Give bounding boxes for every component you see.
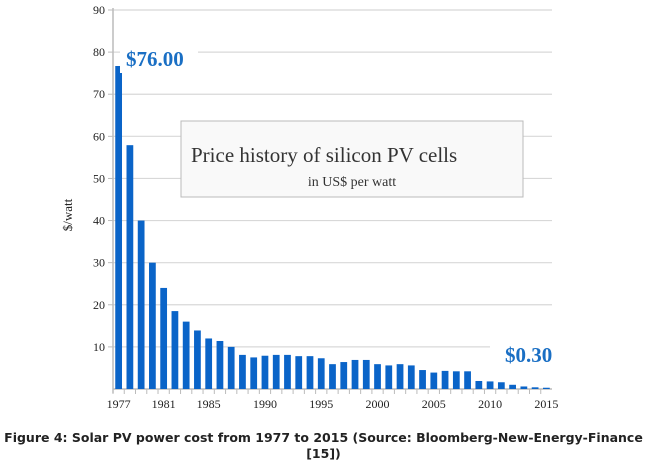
bar xyxy=(227,346,235,389)
bar xyxy=(362,359,370,389)
bar xyxy=(205,338,213,389)
chart-title: Price history of silicon PV cells xyxy=(191,143,457,167)
title-box xyxy=(180,120,524,198)
bar xyxy=(216,340,224,389)
y-tick-label: 50 xyxy=(93,171,105,185)
bar xyxy=(385,365,393,389)
caption-line-2: [15]) xyxy=(306,446,341,461)
bar xyxy=(396,364,404,389)
bar xyxy=(497,382,505,389)
chart-subtitle: in US$ per watt xyxy=(308,175,396,190)
x-tick-label: 1981 xyxy=(152,397,176,411)
bar xyxy=(520,386,528,389)
x-tick-label: 2010 xyxy=(478,397,502,411)
bar xyxy=(194,330,201,389)
caption-line-1: Figure 4: Solar PV power cost from 1977 … xyxy=(4,430,643,445)
bars xyxy=(115,66,550,389)
bar xyxy=(340,362,348,389)
y-tick-label: 80 xyxy=(93,45,105,59)
bar xyxy=(295,356,303,389)
y-tick-label: 20 xyxy=(93,298,105,312)
bar xyxy=(452,371,460,389)
x-tick-label: 2005 xyxy=(422,397,446,411)
bar xyxy=(284,354,291,389)
bar xyxy=(407,365,415,389)
bar xyxy=(250,357,258,389)
annotation-end-bg xyxy=(490,336,560,370)
bar xyxy=(126,145,134,389)
bar xyxy=(272,354,280,389)
bar xyxy=(531,387,539,389)
bar xyxy=(182,321,190,389)
figure-caption: Figure 4: Solar PV power cost from 1977 … xyxy=(0,430,647,462)
x-tick-label: 2000 xyxy=(366,397,390,411)
y-tick-label: 40 xyxy=(93,214,105,228)
bar xyxy=(115,66,123,389)
y-tick-labels: 10 20 30 40 50 60 70 80 90 xyxy=(93,3,105,354)
annotation-start-bg xyxy=(120,43,198,73)
bar xyxy=(317,358,325,389)
annotation-end-price: $0.30 xyxy=(505,343,552,367)
bar xyxy=(306,356,314,389)
bar xyxy=(542,387,550,389)
x-tick-label: 1990 xyxy=(253,397,277,411)
bar xyxy=(261,355,269,389)
x-tick-labels: 1977 1981 1985 1990 1995 2000 2005 2010 2015 xyxy=(107,397,559,411)
bar xyxy=(419,370,426,389)
y-tick-label: 90 xyxy=(93,3,105,17)
bar xyxy=(351,359,359,389)
y-tick-label: 60 xyxy=(93,129,105,143)
bar xyxy=(239,354,246,389)
bar xyxy=(137,220,145,389)
bar xyxy=(430,372,438,389)
bar xyxy=(374,364,381,389)
y-tick-label: 30 xyxy=(93,256,105,270)
bar xyxy=(149,262,156,389)
bar xyxy=(509,384,516,389)
price-history-chart: 10 20 30 40 50 60 70 80 90 1977 1981 1985 1990 1995 2… xyxy=(60,3,560,411)
bar xyxy=(475,380,483,389)
y-axis-label: $/watt xyxy=(60,198,75,231)
bar xyxy=(160,287,168,389)
x-tick-label: 2015 xyxy=(534,397,558,411)
annotation-start-price: $76.00 xyxy=(126,47,184,71)
y-tick-label: 10 xyxy=(93,340,105,354)
x-tick-label: 1985 xyxy=(197,397,221,411)
y-tick-label: 70 xyxy=(93,87,105,101)
bar xyxy=(486,381,494,389)
bar xyxy=(464,371,471,389)
x-tick-label: 1995 xyxy=(309,397,333,411)
bar xyxy=(329,364,336,389)
x-tick-label: 1977 xyxy=(107,397,131,411)
bar xyxy=(171,311,179,389)
bar xyxy=(441,370,449,389)
